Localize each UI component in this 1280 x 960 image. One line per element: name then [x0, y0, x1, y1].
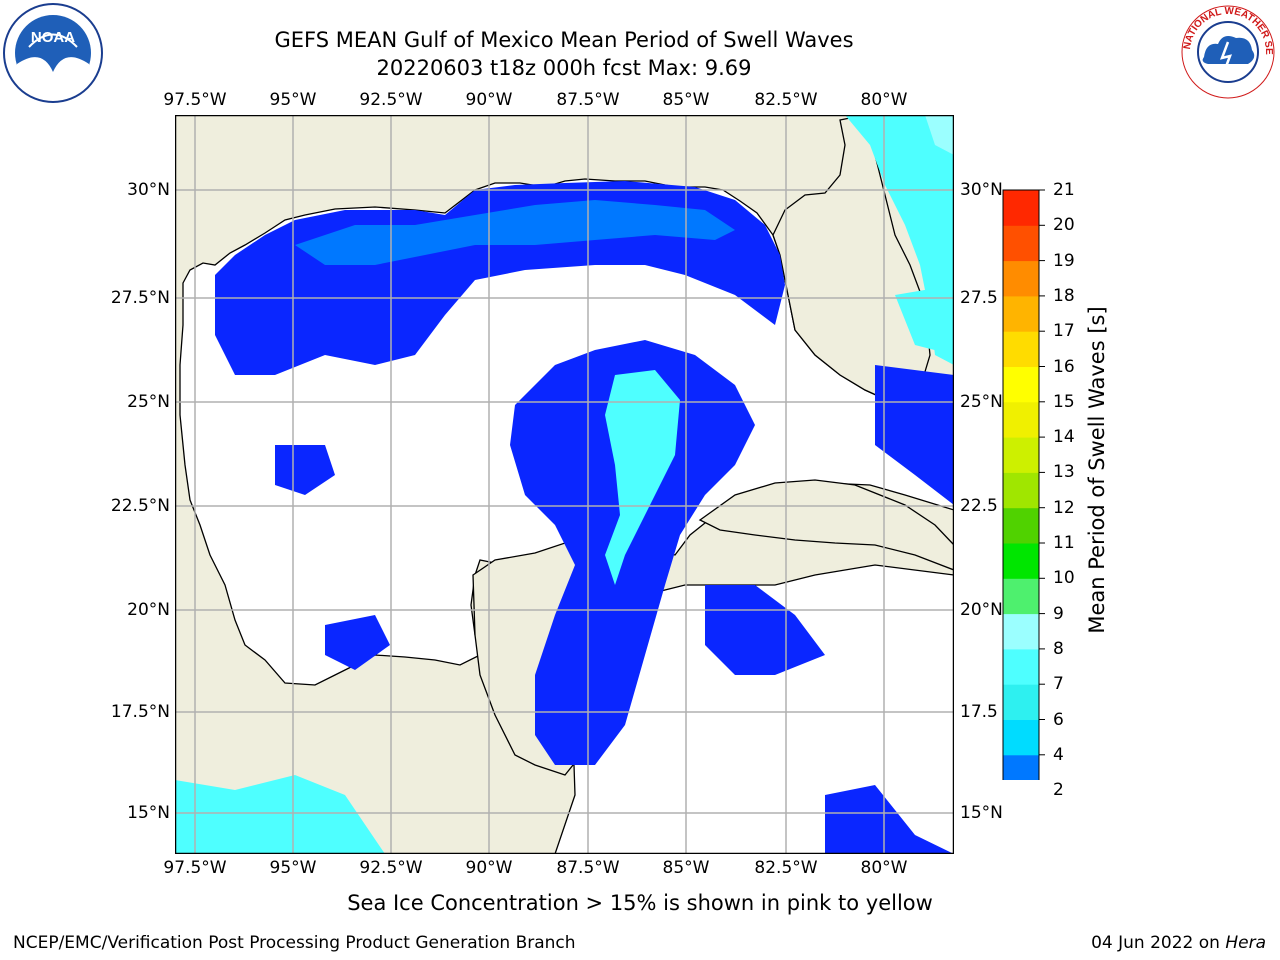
map-subtitle: 20220603 t18z 000h fcst Max: 9.69	[376, 56, 752, 80]
lat-tick-right: 20°N	[960, 600, 1003, 620]
swell-band-cyan-central	[605, 370, 680, 585]
lon-tick-bottom: 87.5°W	[556, 858, 620, 878]
map-frame	[175, 115, 954, 854]
swell-band-blue-southwest	[325, 615, 390, 670]
sea-ice-footnote: Sea Ice Concentration > 15% is shown in …	[347, 891, 933, 915]
map-title: GEFS MEAN Gulf of Mexico Mean Period of …	[274, 28, 854, 52]
atlantic-swell	[845, 115, 954, 365]
lon-tick-top: 80°W	[860, 90, 908, 110]
colorbar-label: 8	[1053, 638, 1064, 659]
colorbar	[1002, 189, 1045, 780]
lon-tick-top: 87.5°W	[556, 90, 620, 110]
lat-tick-left: 27.5°N	[110, 288, 170, 308]
lat-tick-left: 22.5°N	[110, 496, 170, 516]
atlantic-swell-light	[925, 115, 954, 155]
colorbar-label: 12	[1053, 497, 1075, 518]
colorbar-segment	[1003, 472, 1039, 509]
lat-tick-left: 17.5°N	[110, 702, 170, 722]
colorbar-label: 10	[1053, 568, 1075, 589]
colorbar-segment	[1003, 578, 1039, 615]
lat-tick-right: 15°N	[960, 803, 1003, 823]
lon-tick-top: 95°W	[269, 90, 317, 110]
colorbar-label: 13	[1053, 462, 1075, 483]
colorbar-segment	[1003, 543, 1039, 579]
colorbar-label: 16	[1053, 356, 1075, 377]
swell-band-blue-southeast	[825, 785, 954, 854]
date-stamp: 04 Jun 2022 on Hera	[1091, 933, 1266, 953]
lon-tick-bottom: 90°W	[465, 858, 513, 878]
lon-tick-top: 92.5°W	[359, 90, 423, 110]
colorbar-segment	[1003, 437, 1039, 473]
lon-tick-top: 97.5°W	[163, 90, 227, 110]
svg-text:NOAA: NOAA	[31, 29, 75, 46]
colorbar-segment	[1003, 366, 1039, 403]
lat-tick-right: 22.5	[960, 496, 998, 516]
graticule	[175, 115, 954, 854]
colorbar-segment	[1003, 295, 1039, 332]
swell-band-blue-central	[510, 340, 755, 765]
colorbar-segment	[1003, 754, 1039, 780]
colorbar-label: 14	[1053, 427, 1075, 448]
lon-tick-top: 90°W	[465, 90, 513, 110]
lat-tick-right: 17.5	[960, 702, 998, 722]
credit-text: NCEP/EMC/Verification Post Processing Pr…	[13, 933, 576, 953]
colorbar-frame	[1002, 189, 1040, 780]
colorbar-label: 17	[1053, 321, 1075, 342]
lon-tick-bottom: 92.5°W	[359, 858, 423, 878]
colorbar-label: 18	[1053, 285, 1075, 306]
swell-band-mid-east	[895, 285, 954, 355]
lon-tick-top: 82.5°W	[754, 90, 818, 110]
colorbar-segment	[1003, 684, 1039, 720]
colorbar-label: 15	[1053, 391, 1075, 412]
colorbar-segment	[1003, 190, 1039, 226]
colorbar-segment	[1003, 225, 1039, 262]
date-text: 04 Jun 2022 on	[1091, 933, 1226, 953]
florida	[772, 115, 931, 406]
map-panel	[175, 115, 954, 854]
noaa-logo: NOAA	[3, 3, 103, 103]
lat-tick-right: 25°N	[960, 392, 1003, 412]
colorbar-label: 11	[1053, 533, 1075, 553]
cuba	[698, 479, 954, 571]
lat-tick-right: 27.5	[960, 288, 998, 308]
colorbar-segment	[1003, 331, 1039, 367]
swell-band-blue-west	[275, 445, 335, 495]
bay-of-campeche-shore	[175, 775, 385, 854]
lon-tick-bottom: 82.5°W	[754, 858, 818, 878]
lat-tick-left: 15°N	[127, 803, 170, 823]
colorbar-segment	[1003, 507, 1039, 544]
colorbar-segment	[1003, 719, 1039, 756]
colorbar-label: 6	[1053, 709, 1064, 730]
colorbar-label: 19	[1053, 250, 1075, 271]
swell-band-blue-east	[875, 365, 954, 505]
lon-tick-bottom: 80°W	[860, 858, 908, 878]
colorbar-title: Mean Period of Swell Waves [s]	[1085, 306, 1109, 634]
host-name: Hera	[1225, 933, 1266, 953]
colorbar-label: 4	[1053, 744, 1064, 765]
swell-band-blue-cuba-south	[705, 585, 825, 675]
colorbar-segment	[1003, 260, 1039, 297]
lon-tick-bottom: 95°W	[269, 858, 317, 878]
colorbar-label: 7	[1053, 674, 1064, 695]
lon-tick-bottom: 97.5°W	[163, 858, 227, 878]
nws-logo: NATIONAL WEATHER SERVICE	[1178, 2, 1275, 99]
lat-tick-left: 25°N	[127, 392, 170, 412]
colorbar-label: 2	[1053, 780, 1064, 801]
swell-band-mid-north	[295, 200, 735, 265]
lat-tick-left: 20°N	[127, 600, 170, 620]
colorbar-label: 20	[1053, 215, 1075, 236]
colorbar-segment	[1003, 613, 1039, 650]
colorbar-segment	[1003, 648, 1039, 685]
colorbar-label: 9	[1053, 603, 1064, 624]
lon-tick-top: 85°W	[662, 90, 710, 110]
colorbar-label: 21	[1053, 180, 1075, 200]
colorbar-segment	[1003, 401, 1039, 438]
lat-tick-right: 30°N	[960, 180, 1003, 200]
lat-tick-left: 30°N	[127, 180, 170, 200]
lon-tick-bottom: 85°W	[662, 858, 710, 878]
